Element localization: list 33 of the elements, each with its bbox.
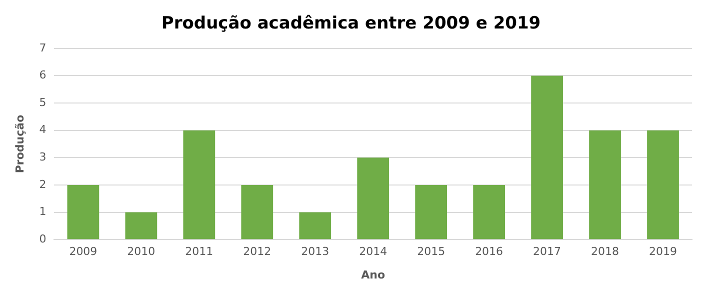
x-tick-label: 2018 <box>591 245 620 258</box>
bar <box>647 130 679 240</box>
x-tick-label: 2016 <box>475 245 504 258</box>
bar <box>357 158 390 240</box>
y-tick-label: 2 <box>39 178 46 191</box>
x-tick-label: 2012 <box>243 245 272 258</box>
bar <box>415 184 448 240</box>
y-tick-label: 0 <box>39 232 46 246</box>
bar <box>531 76 563 240</box>
chart-title: Produção acadêmica entre 2009 e 2019 <box>161 14 541 34</box>
y-tick-label: 4 <box>39 123 46 136</box>
bar <box>241 184 274 240</box>
bar <box>125 212 158 240</box>
bar <box>67 184 100 240</box>
y-tick-label: 7 <box>39 41 46 54</box>
x-tick-label: 2014 <box>359 245 388 258</box>
x-tick-label: 2017 <box>533 245 562 258</box>
y-tick-label: 1 <box>39 205 46 218</box>
x-tick-label: 2015 <box>417 245 446 258</box>
x-tick-label: 2009 <box>69 245 98 258</box>
y-axis-title: Produção <box>13 114 26 174</box>
y-tick-label: 5 <box>39 96 46 109</box>
x-tick-label: 2010 <box>127 245 156 258</box>
bar <box>473 184 506 240</box>
x-axis-title: Ano <box>361 268 386 282</box>
y-tick-label: 6 <box>39 68 46 82</box>
bar <box>299 212 332 240</box>
x-tick-label: 2013 <box>301 245 330 258</box>
y-tick-label: 3 <box>39 150 46 164</box>
bar <box>589 130 621 240</box>
x-tick-label: 2019 <box>649 245 678 258</box>
x-tick-label: 2011 <box>185 245 214 258</box>
bar <box>183 130 216 240</box>
